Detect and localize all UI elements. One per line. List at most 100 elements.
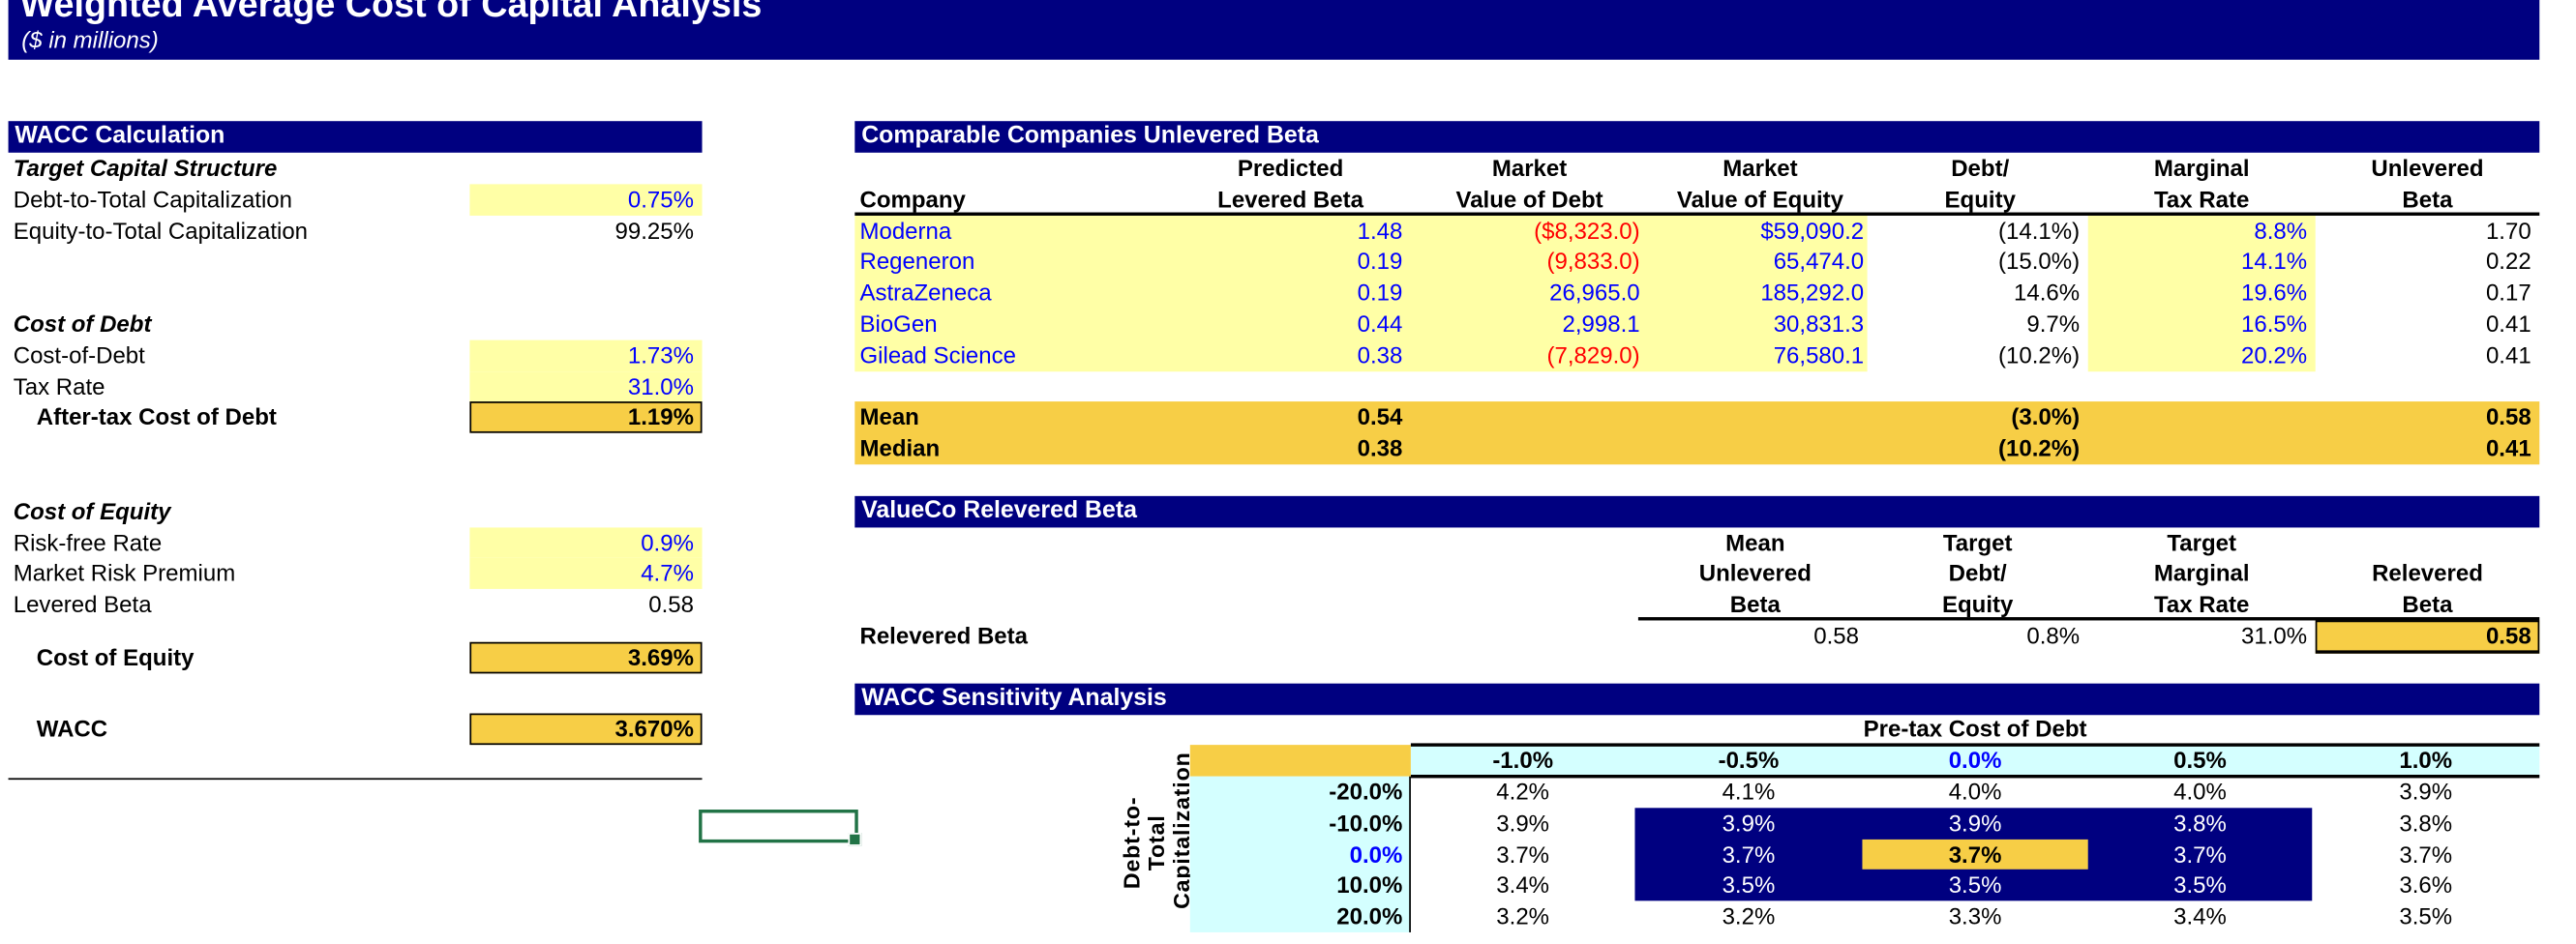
wacc-bottom-border (8, 778, 703, 781)
selected-cell[interactable] (699, 810, 862, 846)
relevered-col-header: Target (1942, 528, 2013, 555)
comps-input-fill (854, 215, 1868, 371)
sensitivity-col-header: -1.0% (1492, 747, 1554, 774)
comps-cell[interactable]: 8.8% (2254, 216, 2308, 244)
comps-col-header: Unlevered (2371, 154, 2484, 181)
relevered-value: 0.58 (2485, 622, 2531, 649)
comps-cell[interactable]: 0.44 (1357, 310, 1403, 338)
sensitivity-row-header: -10.0% (1329, 809, 1403, 837)
comps-cell[interactable]: 30,831.3 (1773, 310, 1865, 338)
company-name[interactable]: Gilead Science (859, 340, 1016, 369)
comps-cell[interactable]: 1.48 (1357, 216, 1403, 244)
sensitivity-header: WACC Sensitivity Analysis (854, 682, 2540, 715)
after-tax-cost-of-debt-output-fill (469, 401, 703, 433)
sensitivity-cell: 3.8% (2173, 809, 2227, 837)
comps-col-header: Value of Debt (1455, 185, 1603, 213)
comps-mean-cell: 0.58 (2485, 403, 2531, 430)
comps-median-cell: 0.41 (2485, 434, 2531, 462)
debt-to-cap-input-fill (469, 184, 703, 216)
sensitivity-col-axis-fill (1410, 745, 2540, 777)
comps-cell[interactable]: 185,292.0 (1760, 279, 1865, 306)
comps-col-header: Predicted (1237, 154, 1344, 181)
company-name[interactable]: Regeneron (859, 248, 975, 275)
risk-free-rate-value[interactable]: 0.9% (641, 528, 694, 555)
levered-beta-value: 0.58 (648, 590, 694, 618)
relevered-header-underline (1637, 617, 2540, 621)
sensitivity-cell: 3.5% (1948, 871, 2002, 899)
comps-mean-cell: (3.0%) (2011, 403, 2081, 430)
after-tax-cost-of-debt-value: 1.19% (627, 403, 694, 430)
comps-cell[interactable]: 0.19 (1357, 279, 1403, 306)
comps-col-header: Value of Equity (1676, 185, 1844, 213)
relevered-col-header: Mean (1725, 528, 1785, 555)
sensitivity-top-border (1410, 743, 2540, 748)
cost-of-equity-output-fill (469, 642, 703, 674)
levered-beta-label: Levered Beta (13, 590, 152, 618)
relevered-col-header: Beta (1729, 590, 1781, 618)
comps-cell[interactable]: 20.2% (2241, 340, 2308, 369)
company-name[interactable]: BioGen (859, 310, 938, 338)
company-name[interactable]: AstraZeneca (859, 279, 992, 306)
comps-cell[interactable]: 19.6% (2241, 279, 2308, 306)
comps-cell[interactable]: 0.19 (1357, 248, 1403, 275)
sensitivity-cell: 3.2% (1722, 902, 1776, 929)
comps-cell[interactable]: 16.5% (2241, 310, 2308, 338)
comps-median-cell: Median (859, 434, 941, 462)
relevered-col-header: Beta (2402, 590, 2453, 618)
comps-cell[interactable]: ($8,323.0) (1534, 216, 1640, 244)
tax-rate-value[interactable]: 31.0% (627, 372, 694, 399)
relevered-col-header: Relevered (2372, 559, 2483, 587)
tax-rate-input-fill (469, 370, 703, 402)
comps-col-header: Debt/ (1951, 154, 2010, 181)
comps-cell[interactable]: 65,474.0 (1773, 248, 1865, 275)
page-title: Weighted Average Cost of Capital Analysi… (19, 0, 763, 25)
wacc-calculation-header: WACC Calculation (8, 121, 703, 154)
comps-cell: (14.1%) (1998, 216, 2081, 244)
col-axis-label: Pre-tax Cost of Debt (1863, 715, 2087, 743)
cost-of-equity-label: Cost of Equity (36, 643, 195, 671)
comps-cell: 0.22 (2485, 248, 2531, 275)
comps-cell[interactable]: 76,580.1 (1773, 340, 1865, 369)
debt-to-cap-label: Debt-to-Total Capitalization (13, 185, 293, 213)
sensitivity-cell: 3.7% (2399, 840, 2453, 868)
comps-cell[interactable]: (9,833.0) (1546, 248, 1640, 275)
sensitivity-cell: 4.0% (1948, 778, 2002, 805)
row-axis-label: Debt-to-Total Capitalization (1119, 752, 1195, 909)
risk-free-rate-input-fill (469, 526, 703, 558)
comps-cell: (10.2%) (1998, 340, 2081, 369)
sensitivity-cell: 3.4% (2173, 902, 2227, 929)
relevered-col-header: Unlevered (1698, 559, 1812, 587)
debt-to-cap-value[interactable]: 0.75% (627, 185, 694, 213)
sensitivity-col-header: -0.5% (1718, 747, 1780, 774)
sensitivity-cell: 4.0% (2173, 778, 2227, 805)
cost-of-debt-value[interactable]: 1.73% (627, 340, 694, 369)
sensitivity-header-bottom-border (1410, 774, 2540, 779)
comps-mean-cell: Mean (859, 403, 919, 430)
comps-cell[interactable]: 2,998.1 (1562, 310, 1640, 338)
sensitivity-base-case-fill (1862, 839, 2088, 870)
comps-cell[interactable]: $59,090.2 (1760, 216, 1865, 244)
sensitivity-cell: 3.8% (2399, 809, 2453, 837)
sensitivity-cell: 3.2% (1496, 902, 1550, 929)
sensitivity-cell: 3.7% (2173, 840, 2227, 868)
sensitivity-cell: 3.7% (1722, 840, 1776, 868)
comps-cell[interactable]: 0.38 (1357, 340, 1403, 369)
relevered-col-header: Target (2167, 528, 2237, 555)
target-capital-structure-heading-label: Target Capital Structure (13, 154, 278, 181)
sensitivity-col-header: 1.0% (2399, 747, 2453, 774)
market-risk-premium-value[interactable]: 4.7% (641, 559, 694, 587)
cost-of-equity-heading-label: Cost of Equity (13, 497, 171, 524)
sensitivity-cell: 3.7% (1496, 840, 1550, 868)
company-name[interactable]: Moderna (859, 216, 952, 244)
title-bar: Weighted Average Cost of Capital Analysi… (8, 0, 2540, 60)
comps-cell[interactable]: 14.1% (2241, 248, 2308, 275)
fill-handle[interactable] (848, 833, 862, 846)
relevered-col-header: Equity (1941, 590, 2014, 618)
comps-cell: 0.17 (2485, 279, 2531, 306)
comps-cell[interactable]: (7,829.0) (1546, 340, 1640, 369)
comps-mean-cell: 0.54 (1357, 403, 1403, 430)
comps-cell[interactable]: 26,965.0 (1549, 279, 1640, 306)
sensitivity-cell: 3.9% (1948, 809, 2002, 837)
comps-median-cell: (10.2%) (1998, 434, 2081, 462)
relevered-value: 0.8% (2026, 622, 2081, 649)
